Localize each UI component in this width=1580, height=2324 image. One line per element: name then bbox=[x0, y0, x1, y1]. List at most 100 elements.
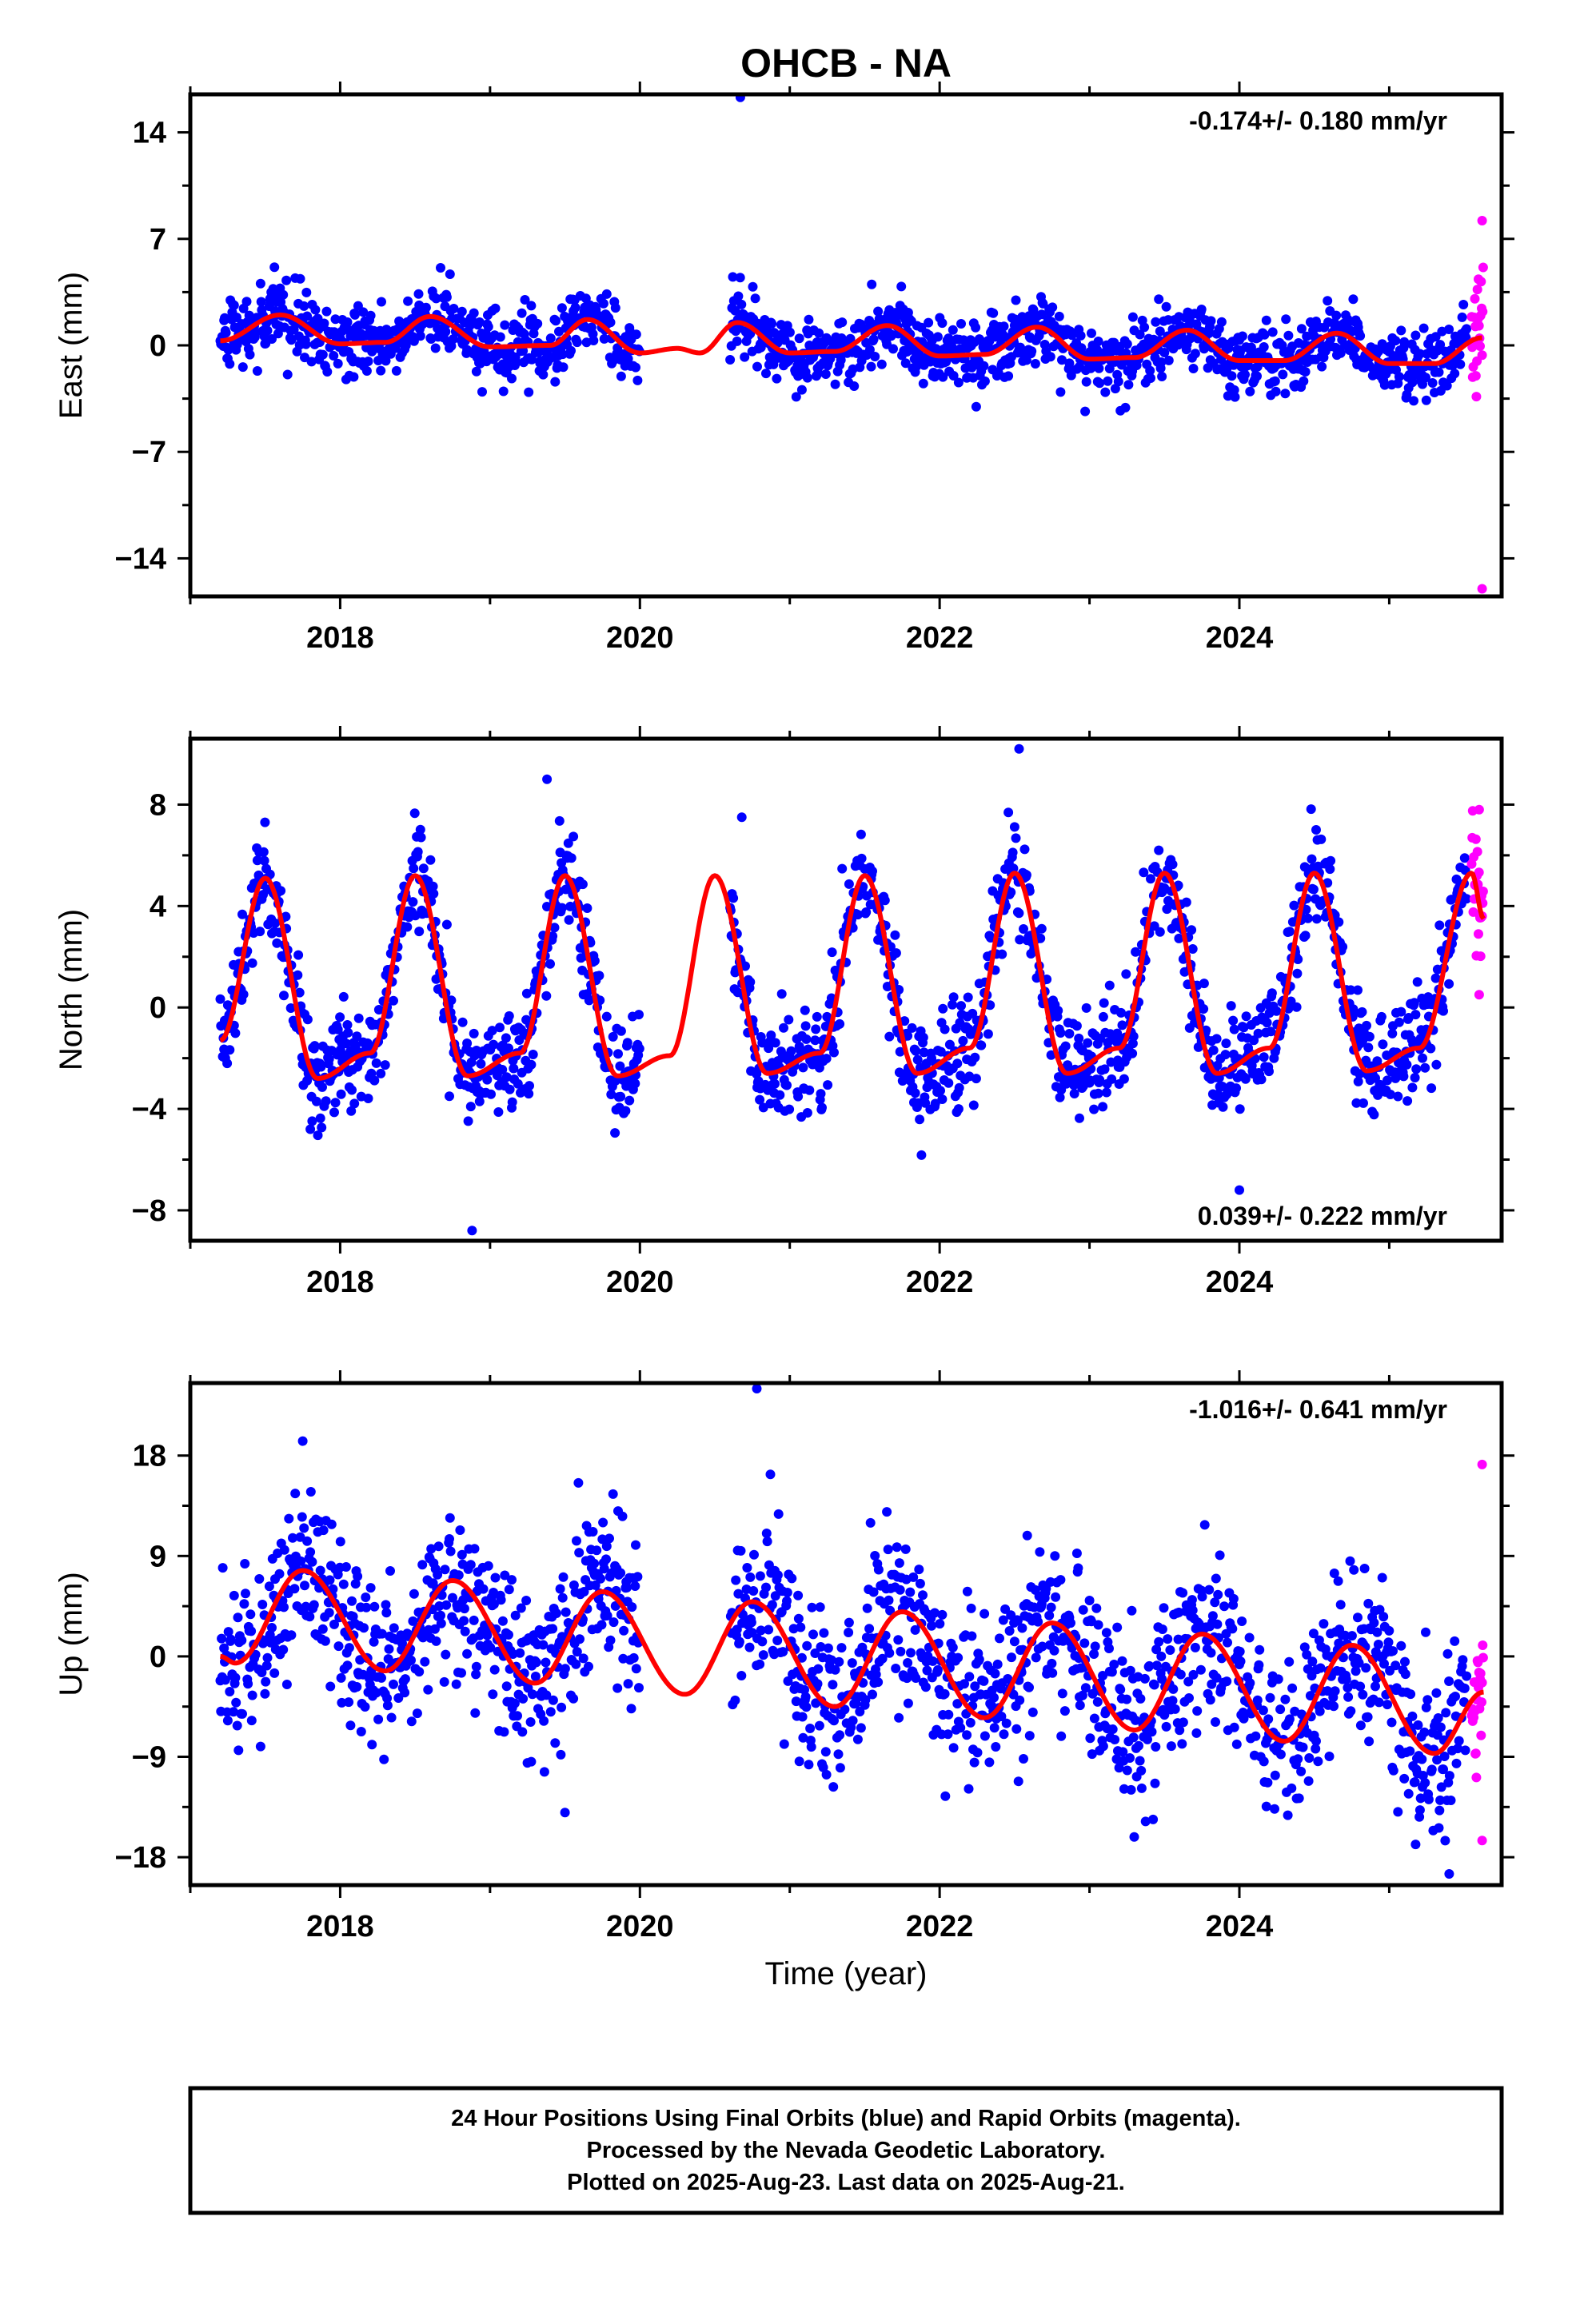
final-orbit-point bbox=[1245, 386, 1255, 397]
final-orbit-point bbox=[319, 318, 329, 329]
final-orbit-point bbox=[793, 1091, 804, 1102]
final-orbit-point bbox=[1460, 1745, 1470, 1756]
final-orbit-point bbox=[245, 1609, 256, 1620]
final-orbit-point bbox=[1122, 1765, 1132, 1776]
final-orbit-point bbox=[1402, 1096, 1413, 1106]
final-orbit-point bbox=[1403, 1788, 1414, 1799]
final-orbit-point bbox=[469, 308, 479, 318]
final-orbit-point bbox=[414, 927, 425, 937]
final-orbit-point bbox=[1435, 340, 1446, 350]
final-orbit-point bbox=[731, 1575, 741, 1585]
final-orbit-point bbox=[309, 1600, 319, 1610]
final-orbit-point bbox=[820, 369, 831, 379]
final-orbit-point bbox=[353, 1013, 364, 1023]
final-orbit-point bbox=[445, 269, 455, 279]
final-orbit-point bbox=[326, 1519, 337, 1529]
rapid-orbit-point bbox=[1477, 216, 1487, 225]
final-orbit-point bbox=[297, 1436, 308, 1446]
final-orbit-point bbox=[964, 1672, 975, 1682]
final-orbit-point bbox=[798, 1062, 808, 1073]
final-orbit-point bbox=[1054, 311, 1064, 321]
final-orbit-point bbox=[866, 361, 876, 372]
final-orbit-point bbox=[979, 361, 989, 371]
final-orbit-point bbox=[278, 289, 289, 300]
final-orbit-point bbox=[301, 339, 311, 349]
final-orbit-point bbox=[1426, 1083, 1437, 1094]
final-orbit-point bbox=[1335, 348, 1346, 358]
final-orbit-point bbox=[1007, 1652, 1016, 1663]
final-orbit-point bbox=[746, 1617, 756, 1628]
final-orbit-point bbox=[511, 357, 521, 368]
final-orbit-point bbox=[445, 1513, 455, 1523]
final-orbit-point bbox=[1376, 1011, 1386, 1022]
final-orbit-point bbox=[1294, 1793, 1304, 1804]
final-orbit-point bbox=[948, 325, 958, 335]
final-orbit-point bbox=[1228, 1015, 1239, 1026]
final-orbit-point bbox=[1379, 1612, 1389, 1622]
final-orbit-point bbox=[360, 1702, 370, 1712]
final-orbit-point bbox=[1057, 355, 1067, 365]
final-orbit-point bbox=[937, 1094, 948, 1104]
final-orbit-point bbox=[956, 1001, 966, 1011]
final-orbit-point bbox=[971, 401, 981, 412]
final-orbit-point bbox=[232, 313, 241, 322]
final-orbit-point bbox=[1128, 1031, 1139, 1042]
final-orbit-point bbox=[1369, 1617, 1379, 1628]
final-orbit-point bbox=[1187, 944, 1198, 954]
final-orbit-point bbox=[948, 371, 959, 381]
final-orbit-point bbox=[1253, 1028, 1263, 1038]
final-orbit-point bbox=[345, 1720, 356, 1731]
final-orbit-point bbox=[1417, 1754, 1427, 1764]
final-orbit-point bbox=[882, 1507, 892, 1517]
final-orbit-point bbox=[306, 357, 317, 367]
final-orbit-point bbox=[241, 1589, 250, 1599]
final-orbit-point bbox=[983, 1029, 993, 1039]
final-orbit-point bbox=[1231, 1083, 1241, 1094]
final-orbit-point bbox=[328, 1584, 338, 1594]
final-orbit-point bbox=[504, 1011, 514, 1021]
final-orbit-point bbox=[1263, 1714, 1274, 1724]
final-orbit-point bbox=[582, 903, 592, 913]
final-orbit-point bbox=[1154, 1636, 1164, 1647]
rapid-orbit-point bbox=[1474, 990, 1484, 1000]
final-orbit-point bbox=[944, 1078, 954, 1088]
final-orbit-point bbox=[1426, 1891, 1435, 1901]
final-orbit-point bbox=[1413, 1720, 1423, 1730]
final-orbit-point bbox=[1211, 1573, 1221, 1584]
final-orbit-point bbox=[736, 1545, 746, 1556]
final-orbit-point bbox=[1252, 371, 1262, 381]
final-orbit-point bbox=[1291, 1002, 1302, 1012]
final-orbit-point bbox=[1055, 387, 1066, 397]
final-orbit-point bbox=[1343, 1692, 1354, 1702]
final-orbit-point bbox=[1355, 1681, 1366, 1692]
final-orbit-point bbox=[1307, 1656, 1318, 1667]
final-orbit-point bbox=[1311, 825, 1321, 835]
final-orbit-point bbox=[956, 319, 966, 329]
final-orbit-point bbox=[307, 1557, 317, 1567]
final-orbit-point bbox=[895, 1046, 905, 1057]
final-orbit-point bbox=[1275, 1749, 1286, 1760]
final-orbit-point bbox=[1438, 1006, 1448, 1016]
final-orbit-point bbox=[377, 1672, 386, 1683]
final-orbit-point bbox=[1351, 1666, 1361, 1676]
final-orbit-point bbox=[565, 901, 576, 911]
final-orbit-point bbox=[862, 1603, 872, 1613]
final-orbit-point bbox=[490, 303, 501, 313]
final-orbit-point bbox=[1258, 1705, 1268, 1716]
final-orbit-point bbox=[796, 1622, 806, 1632]
final-orbit-point bbox=[742, 1563, 752, 1573]
final-orbit-point bbox=[281, 911, 291, 922]
final-orbit-point bbox=[1035, 1547, 1045, 1557]
final-orbit-point bbox=[1431, 1688, 1442, 1698]
final-orbit-point bbox=[1101, 1087, 1111, 1098]
final-orbit-point bbox=[1175, 1669, 1186, 1680]
final-orbit-point bbox=[962, 1586, 972, 1597]
footer-line-3: Plotted on 2025-Aug-23. Last data on 202… bbox=[567, 2170, 1125, 2195]
final-orbit-point bbox=[938, 372, 948, 382]
final-orbit-point bbox=[930, 1098, 940, 1109]
final-orbit-point bbox=[441, 1600, 452, 1610]
final-orbit-point bbox=[542, 902, 552, 911]
final-orbit-point bbox=[533, 318, 543, 329]
final-orbit-point bbox=[740, 352, 750, 362]
final-orbit-point bbox=[369, 1075, 380, 1086]
